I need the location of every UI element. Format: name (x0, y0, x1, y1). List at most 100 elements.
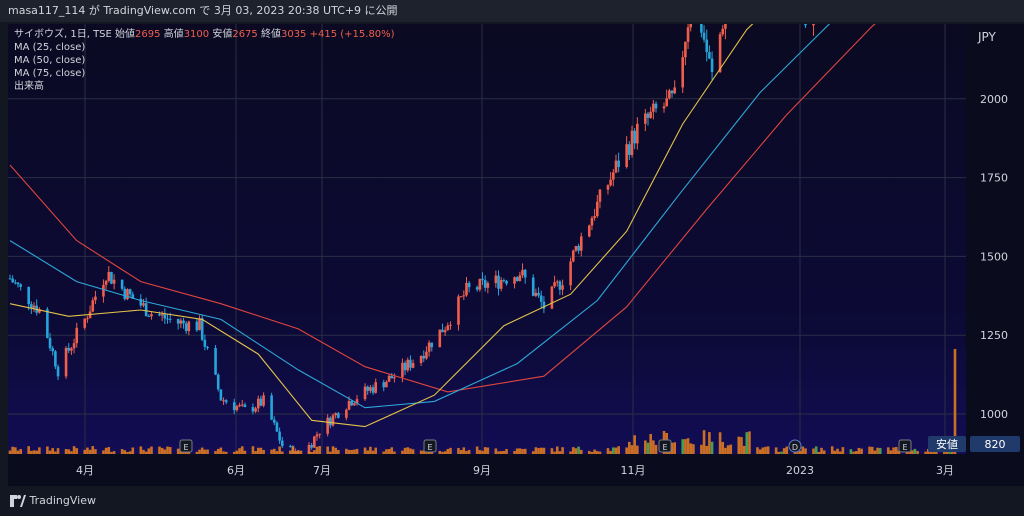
volume-bar (326, 446, 329, 454)
candle-body (126, 289, 129, 300)
candle-body (393, 377, 396, 379)
volume-bar (409, 448, 412, 454)
volume-bar (595, 451, 599, 454)
candle-body (446, 325, 450, 331)
candle-body (102, 284, 105, 297)
candle-body (139, 298, 143, 306)
volume-bar (347, 449, 351, 454)
volume-bar (331, 446, 335, 454)
candle-body (702, 32, 706, 40)
candle-body (187, 321, 191, 332)
volume-bar (64, 449, 68, 454)
candle-body (531, 277, 535, 296)
candle-body (590, 217, 594, 226)
volume-bar (275, 451, 279, 454)
volume-bar (764, 446, 767, 454)
time-axis[interactable] (8, 454, 966, 486)
candle-body (224, 400, 228, 403)
earnings-marker-icon (423, 439, 437, 453)
candle-body (475, 287, 479, 290)
price-axis[interactable] (966, 24, 1024, 486)
candle-body (649, 111, 652, 118)
volume-bar (798, 450, 802, 454)
candle-body (278, 431, 281, 441)
ma50-legend[interactable]: MA (50, close) (14, 55, 86, 66)
candle-body (30, 304, 33, 308)
low-tag-value-bg (970, 436, 1020, 452)
volume-bar (908, 451, 911, 454)
candle-body (219, 389, 223, 401)
candle-body (681, 57, 685, 88)
time-tick-label: 2023 (786, 464, 814, 477)
volume-bar (836, 448, 839, 454)
volume-bar (32, 450, 36, 454)
volume-bar (534, 447, 538, 454)
volume-bar (886, 447, 890, 454)
close-value: 3035 (280, 29, 307, 40)
volume-bar (438, 450, 442, 454)
candle-body (494, 275, 498, 284)
candle-body (710, 58, 714, 73)
change-value: +415 (+15.80%) (309, 29, 395, 40)
candle-body (654, 103, 658, 109)
volume-bar (51, 448, 55, 454)
volume-bar (702, 430, 706, 454)
volume-bar (102, 450, 105, 454)
volume-bar (387, 449, 391, 454)
volume-bar (254, 451, 257, 454)
candle-body (144, 303, 148, 317)
volume-bar (168, 447, 172, 454)
candle-body (403, 362, 407, 371)
candle-body (382, 382, 386, 388)
volume-bar (83, 449, 87, 454)
candle-body (176, 319, 180, 324)
volume-bar (742, 445, 746, 454)
candle-body (75, 327, 79, 344)
currency-label: JPY (978, 30, 996, 44)
symbol-label[interactable]: サイボウズ, 1日, TSE (14, 29, 112, 40)
volume-bar (240, 446, 244, 454)
volume-bar (475, 446, 479, 454)
volume-bar (531, 451, 535, 454)
volume-bar (219, 447, 223, 454)
volume-bar (830, 446, 834, 454)
volume-bar (299, 450, 303, 454)
candle-body (802, 0, 805, 4)
volume-bar (686, 438, 690, 454)
candle-body (724, 24, 727, 29)
candle-body (198, 318, 201, 331)
candle-body (214, 347, 217, 375)
volume-bar (462, 447, 466, 454)
candle-body (593, 216, 596, 218)
candle-body (131, 294, 135, 299)
volume-bar (932, 450, 935, 454)
volume-bar (852, 451, 855, 454)
plot-area[interactable] (8, 24, 966, 454)
volume-legend[interactable]: 出来高 (14, 81, 44, 92)
volume-bar (291, 446, 295, 454)
volume-bar (951, 450, 954, 454)
candle-body (617, 160, 620, 167)
volume-bar (868, 446, 871, 454)
ma75-legend[interactable]: MA (75, close) (14, 68, 86, 79)
volume-bar (833, 450, 837, 454)
volume-bar (200, 447, 204, 454)
ma25-legend[interactable]: MA (25, close) (14, 42, 86, 53)
volume-bar (612, 447, 615, 454)
candle-body (310, 444, 313, 448)
volume-bar (131, 447, 135, 454)
candle-body (313, 436, 316, 448)
volume-bar (574, 448, 578, 454)
volume-bar (948, 451, 951, 454)
earnings-marker-icon (658, 439, 672, 453)
volume-bar (345, 448, 348, 454)
volume-bar (72, 446, 76, 454)
volume-bar (537, 448, 540, 454)
volume-bar (144, 451, 148, 454)
volume-bar (558, 451, 562, 454)
volume-bar (94, 449, 97, 454)
candle-body (254, 408, 257, 412)
volume-bar (745, 432, 749, 454)
candle-body (521, 269, 524, 276)
